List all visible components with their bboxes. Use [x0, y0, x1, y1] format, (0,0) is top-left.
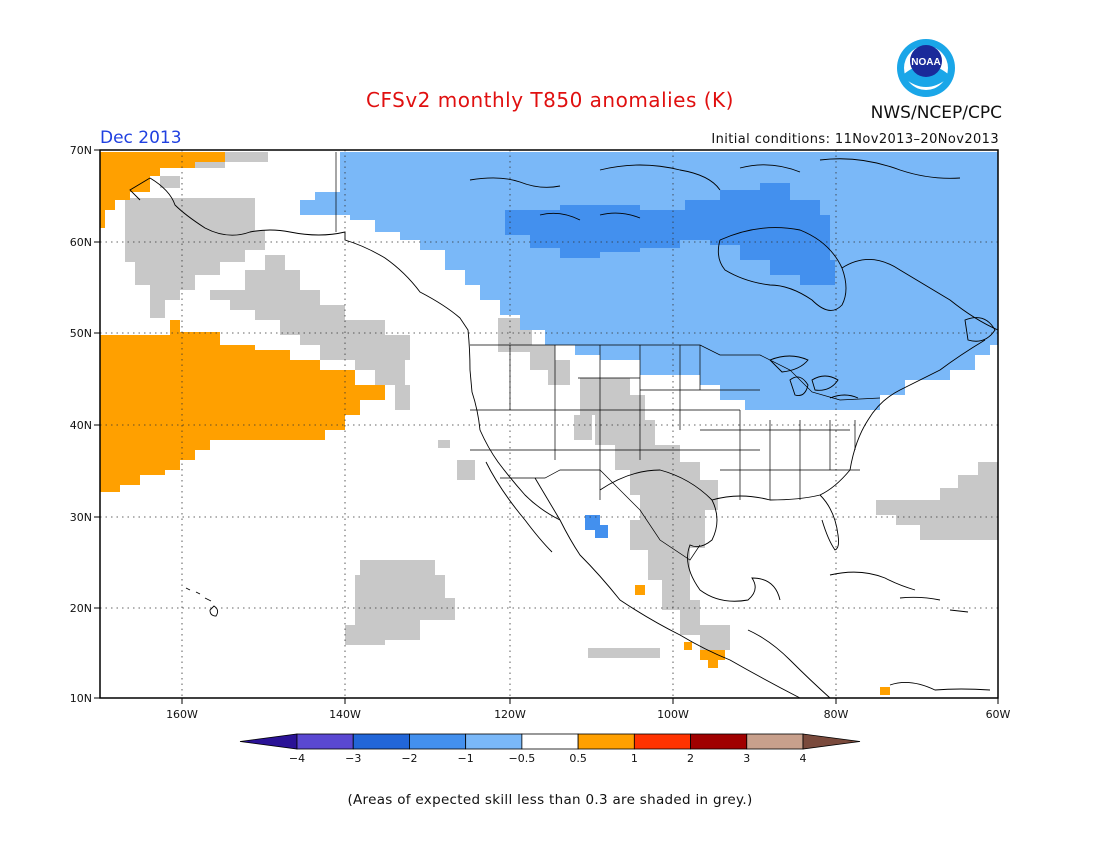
colorbar-box: [296, 733, 354, 750]
colorbar-box: [465, 733, 523, 750]
lat-label: 30N: [70, 511, 92, 524]
colorbar-label: 0.5: [569, 752, 587, 765]
lon-label: 60W: [986, 708, 1011, 721]
colorbar-label: −2: [401, 752, 417, 765]
colorbar-label: −4: [289, 752, 305, 765]
colorbar-arrow-low: [239, 733, 298, 750]
lat-label: 40N: [70, 419, 92, 432]
colorbar-label: 2: [687, 752, 694, 765]
lon-label: 80W: [824, 708, 849, 721]
colorbar-label: −0.5: [509, 752, 536, 765]
logo-text: NOAA: [911, 57, 940, 68]
lon-label: 140W: [329, 708, 361, 721]
colorbar-box: [633, 733, 691, 750]
colorbar-label: 4: [800, 752, 807, 765]
colorbar-box: [352, 733, 410, 750]
lat-label: 50N: [70, 327, 92, 340]
skill-footnote: (Areas of expected skill less than 0.3 a…: [347, 792, 753, 808]
latitude-labels: 70N 60N 50N 40N 30N 20N 10N: [70, 144, 92, 705]
map-shading: [100, 152, 998, 695]
colorbar-box: [746, 733, 804, 750]
colorbar-arrow-high: [802, 733, 861, 750]
lat-label: 10N: [70, 692, 92, 705]
low-skill-regions: [125, 152, 998, 658]
colorbar-box: [577, 733, 635, 750]
cool-anomaly-medium-region: [505, 183, 835, 538]
colorbar-box: [521, 733, 579, 750]
noaa-logo: NOAA: [896, 38, 956, 98]
graticule: [100, 150, 998, 698]
political-borders: [335, 152, 881, 561]
warm-anomaly-regions: [100, 152, 890, 695]
lat-label: 20N: [70, 602, 92, 615]
lon-label: 160W: [166, 708, 198, 721]
colorbar-box: [409, 733, 467, 750]
coastlines: [129, 158, 999, 699]
axis-ticks: [94, 149, 999, 704]
map-frame: [99, 149, 999, 699]
colorbar-label: −1: [458, 752, 474, 765]
lat-label: 70N: [70, 144, 92, 157]
longitude-labels: 160W 140W 120W 100W 80W 60W: [166, 708, 1010, 721]
forecast-month: Dec 2013: [100, 128, 182, 148]
lat-label: 60N: [70, 236, 92, 249]
colorbar-label: 3: [743, 752, 750, 765]
colorbar-label: 1: [631, 752, 638, 765]
agency-label: NWS/NCEP/CPC: [870, 103, 1002, 123]
lon-label: 100W: [657, 708, 689, 721]
colorbar-box: [690, 733, 748, 750]
colorbar-label: −3: [345, 752, 361, 765]
colorbar: −4 −3 −2 −1 −0.5 0.5 1 2 3 4: [239, 733, 861, 765]
lon-label: 120W: [494, 708, 526, 721]
map-title: CFSv2 monthly T850 anomalies (K): [366, 88, 734, 112]
initial-conditions: Initial conditions: 11Nov2013–20Nov2013: [711, 132, 999, 147]
